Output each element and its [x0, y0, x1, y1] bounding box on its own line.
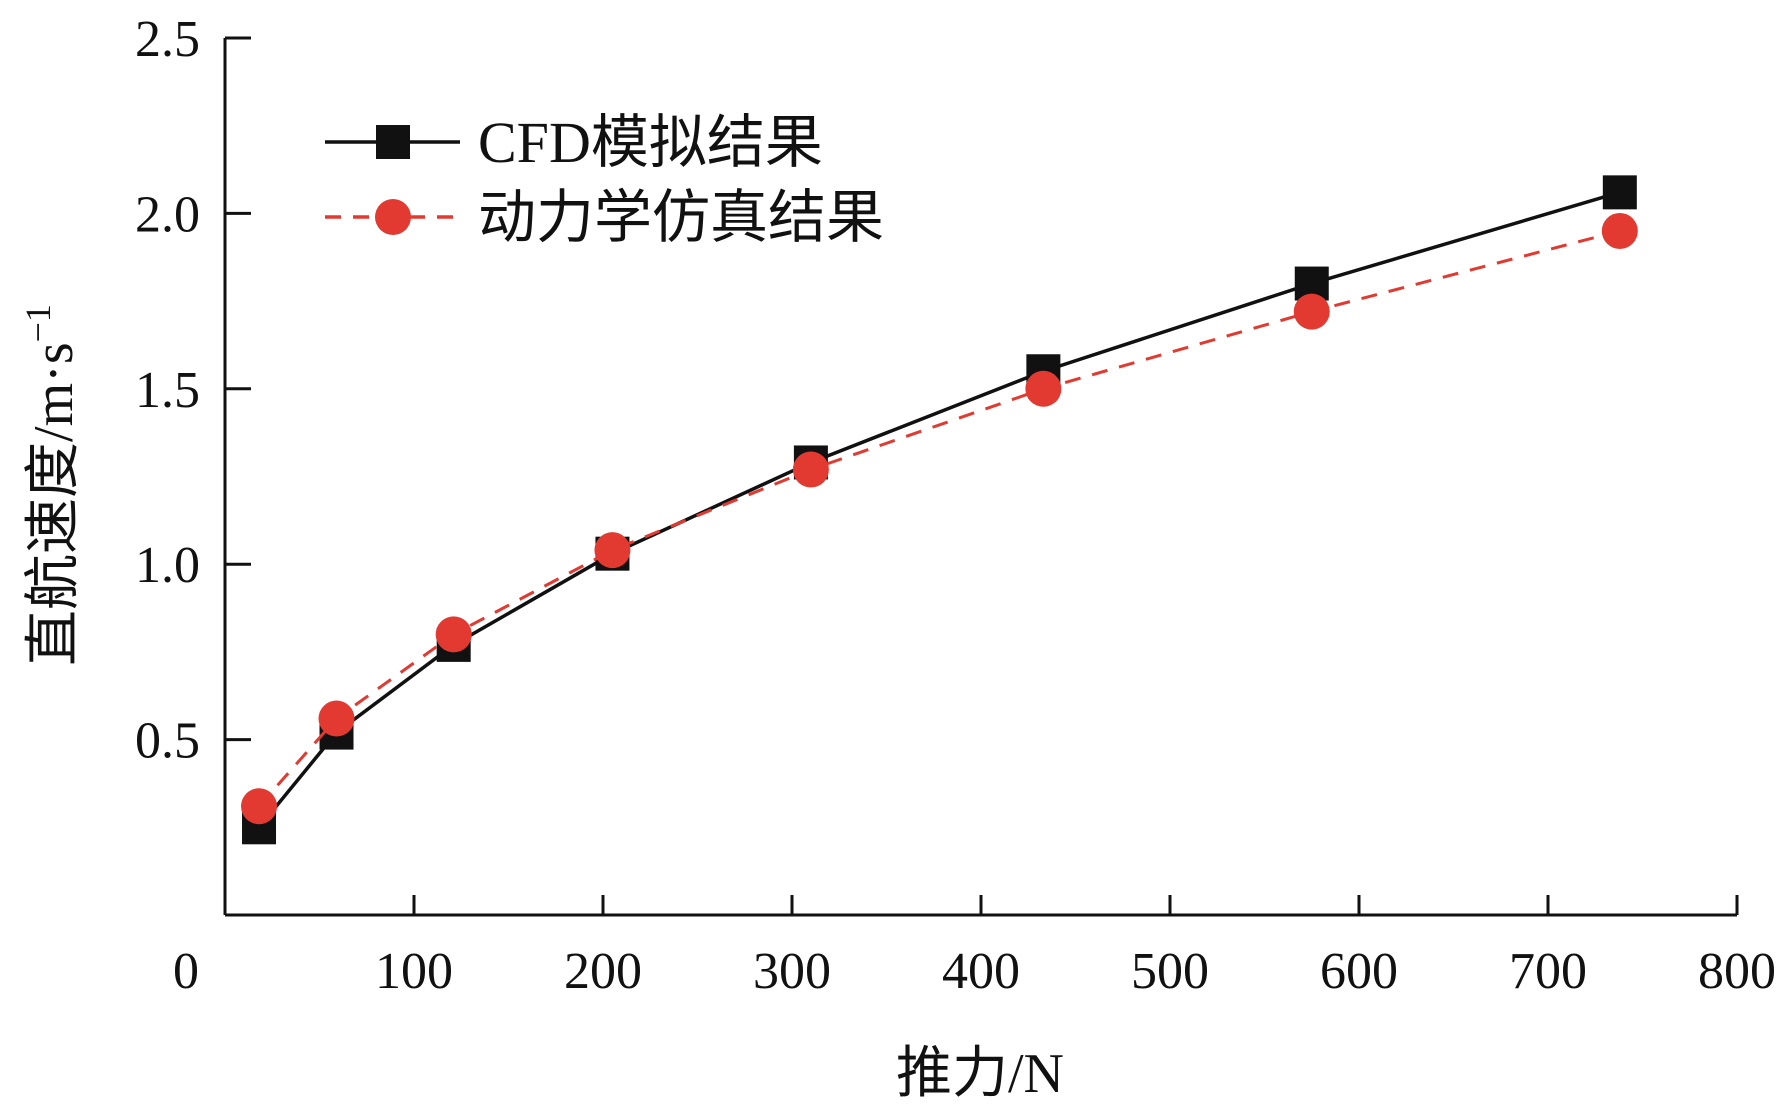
- data-point: [1601, 212, 1638, 249]
- x-tick-label: 700: [1509, 943, 1587, 1000]
- data-point: [1293, 293, 1330, 330]
- legend-marker: [375, 199, 411, 235]
- y-tick-label: 2.5: [135, 11, 200, 68]
- x-tick-label: 0: [173, 943, 199, 1000]
- axes: [223, 38, 1737, 917]
- y-tick-label: 2.0: [135, 186, 200, 243]
- x-ticks: 0 100 200 300 400 500 600 700 800: [173, 895, 1776, 1000]
- data-point: [435, 616, 472, 653]
- series-2: [241, 212, 1638, 825]
- x-tick-label: 800: [1698, 943, 1776, 1000]
- data-point: [1025, 370, 1062, 407]
- data-point: [594, 532, 631, 569]
- data-point: [792, 451, 829, 488]
- y-ticks: 0.5 1.0 1.5 2.0 2.5: [135, 11, 251, 770]
- legend-label: 动力学仿真结果: [478, 185, 884, 250]
- x-tick-label: 200: [564, 943, 642, 1000]
- legend-marker: [376, 125, 410, 159]
- legend-item-2: 动力学仿真结果: [325, 185, 884, 250]
- legend-label: CFD模拟结果: [478, 110, 823, 175]
- series-1: [242, 175, 1637, 845]
- y-axis-title-main: 直航速度/m·s: [23, 342, 85, 666]
- series-line: [257, 190, 1621, 829]
- x-tick-label: 100: [375, 943, 453, 1000]
- data-point: [1602, 175, 1637, 210]
- x-tick-label: 400: [942, 943, 1020, 1000]
- data-point: [241, 788, 278, 825]
- y-tick-label: 0.5: [135, 713, 200, 770]
- x-axis-title: 推力/N: [896, 1043, 1064, 1105]
- y-tick-label: 1.5: [135, 362, 200, 419]
- x-tick-label: 600: [1320, 943, 1398, 1000]
- series-layer: [241, 175, 1638, 845]
- y-tick-label: 1.0: [135, 537, 200, 594]
- legend-item-1: CFD模拟结果: [325, 110, 823, 175]
- data-point: [318, 700, 355, 737]
- x-tick-label: 500: [1131, 943, 1209, 1000]
- series-line: [257, 229, 1621, 808]
- x-tick-label: 300: [753, 943, 831, 1000]
- y-axis-title-sup: −1: [18, 304, 58, 342]
- y-axis-title: 直航速度/m·s−1: [18, 304, 85, 666]
